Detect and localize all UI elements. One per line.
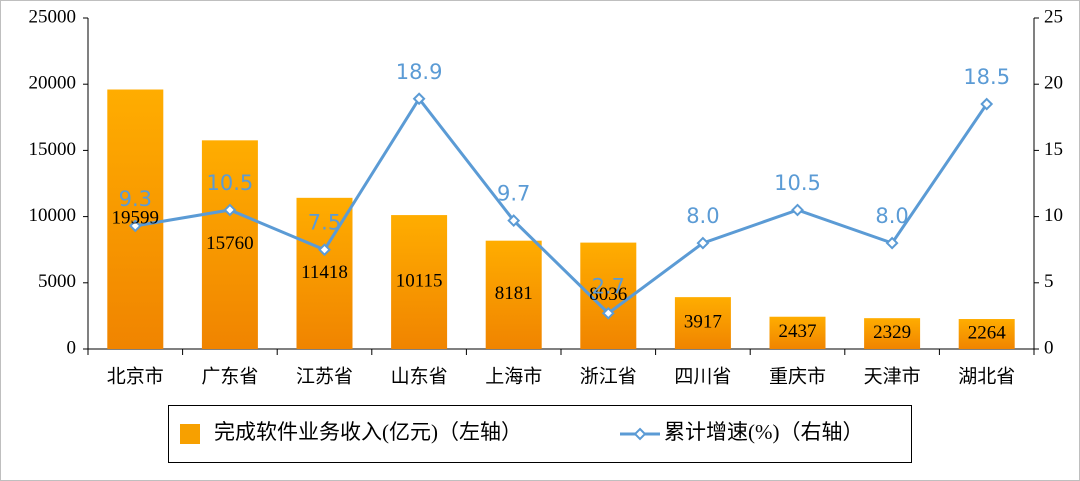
x-tick-label: 上海市 [485, 365, 542, 387]
line-value-label: 18.5 [963, 65, 1010, 89]
bar [296, 197, 353, 349]
x-tick-label: 湖北省 [958, 365, 1015, 387]
y2-tick-label: 10 [1044, 205, 1063, 226]
marker [507, 214, 521, 227]
bar [391, 215, 448, 349]
line [135, 96, 988, 316]
bar [485, 240, 542, 349]
marker [885, 236, 899, 250]
bar [674, 297, 731, 349]
bar-value-label: 8181 [495, 283, 533, 304]
marker [128, 219, 142, 233]
legend-label: 累计增速(%)（右轴） [664, 420, 863, 444]
x-tick-label: 北京市 [107, 365, 164, 387]
line-value-label: 8.0 [875, 204, 908, 228]
bar [958, 319, 1015, 349]
y2-tick-label: 5 [1044, 271, 1054, 292]
marker [696, 236, 710, 250]
bar-value-label: 10115 [396, 270, 443, 291]
bar [201, 140, 258, 349]
y2-tick-label: 0 [1044, 337, 1054, 358]
bar-value-label: 2437 [779, 321, 817, 342]
y2-tick-label: 15 [1044, 139, 1063, 160]
legend-label: 完成软件业务收入(亿元)（左轴） [214, 420, 522, 444]
marker [412, 92, 426, 106]
bar [864, 318, 921, 349]
x-tick-label: 浙江省 [580, 365, 637, 387]
marker [791, 203, 804, 217]
bar-value-label: 8036 [589, 284, 627, 305]
bar-value-label: 19599 [112, 208, 160, 229]
marker [980, 97, 994, 111]
line-value-label: 7.5 [308, 211, 341, 235]
bar [107, 89, 164, 349]
x-tick-label: 天津市 [864, 365, 921, 387]
legend-swatch [180, 424, 200, 444]
bar-value-label: 2329 [873, 322, 911, 343]
y2-tick-label: 25 [1044, 6, 1063, 27]
y-tick-label: 15000 [29, 139, 77, 160]
line-value-label: 18.9 [396, 60, 443, 84]
marker [318, 243, 331, 257]
line-value-label: 2.7 [592, 274, 625, 298]
bar-value-label: 3917 [684, 311, 722, 332]
x-tick-label: 四川省 [674, 365, 731, 387]
y-tick-label: 20000 [29, 73, 77, 94]
marker [223, 203, 237, 217]
line-value-label: 10.5 [774, 171, 821, 195]
bar [769, 316, 826, 349]
line-value-label: 9.3 [119, 187, 152, 211]
y-tick-label: 0 [67, 337, 77, 358]
bar-value-label: 15760 [206, 233, 254, 254]
legend-marker [633, 427, 647, 441]
marker [601, 306, 615, 320]
bar-value-label: 11418 [301, 262, 348, 283]
line-value-label: 9.7 [497, 182, 530, 206]
x-tick-label: 山东省 [391, 365, 448, 387]
y-tick-label: 5000 [38, 271, 76, 292]
line-value-label: 10.5 [207, 171, 254, 195]
y-tick-label: 25000 [29, 6, 77, 27]
bar-value-label: 2264 [968, 322, 1007, 343]
legend-box [168, 405, 912, 463]
y2-tick-label: 20 [1044, 73, 1063, 94]
y-tick-label: 10000 [29, 205, 77, 226]
x-tick-label: 重庆市 [769, 365, 826, 387]
x-tick-label: 广东省 [201, 365, 258, 387]
line-value-label: 8.0 [686, 204, 719, 228]
x-tick-label: 江苏省 [296, 365, 353, 387]
